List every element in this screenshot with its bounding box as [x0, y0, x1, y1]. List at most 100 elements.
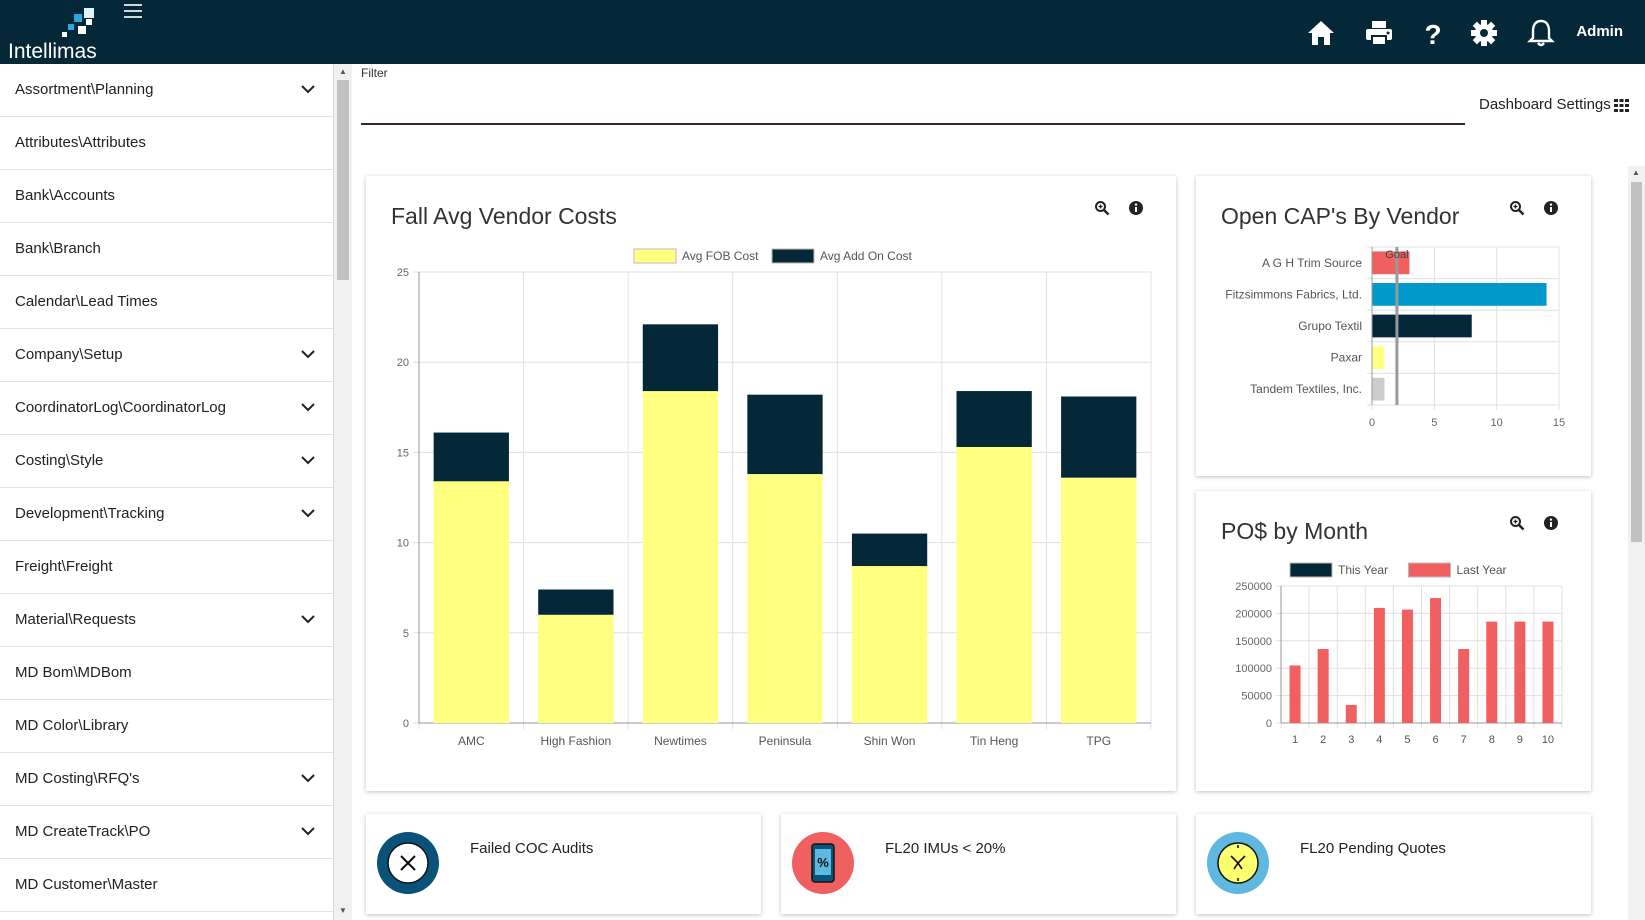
filter-label: Filter	[361, 66, 388, 80]
legend-swatch	[771, 248, 815, 264]
chevron-down-icon[interactable]	[301, 455, 315, 465]
sidebar-item[interactable]: Calendar\Lead Times	[0, 276, 333, 329]
x-tick-label: 10	[1491, 417, 1503, 429]
legend-label: Avg FOB Cost	[682, 249, 759, 263]
sidebar-item-label: Calendar\Lead Times	[15, 293, 158, 310]
grid-icon[interactable]	[1614, 99, 1629, 112]
filter-input[interactable]	[361, 84, 1465, 122]
bar	[1401, 609, 1413, 723]
legend-swatch	[1289, 562, 1333, 578]
sidebar-item[interactable]: Company\Setup	[0, 329, 333, 382]
bar	[1372, 377, 1385, 401]
x-tick-label: 15	[1553, 417, 1565, 429]
sidebar-item[interactable]: MD CreateTrack\PO	[0, 806, 333, 859]
user-menu[interactable]: Admin	[1576, 23, 1623, 40]
x-tick-label: 3	[1348, 734, 1354, 746]
sidebar-item[interactable]: Bank\Accounts	[0, 170, 333, 223]
sidebar-item[interactable]: CoordinatorLog\CoordinatorLog	[0, 382, 333, 435]
open-caps-card: Open CAP's By Vendor 0 5 10 15 A G H Trim So…	[1196, 176, 1591, 476]
sidebar-item[interactable]: Freight\Freight	[0, 541, 333, 594]
chevron-down-icon[interactable]	[301, 826, 315, 836]
x-tick-label: 9	[1517, 734, 1523, 746]
sidebar-item-label: Assortment\Planning	[15, 81, 154, 98]
kpi-card-failed-coc[interactable]: Failed COC Audits	[366, 814, 761, 914]
sidebar-item[interactable]: Attributes\Attributes	[0, 117, 333, 170]
chevron-down-icon[interactable]	[301, 773, 315, 783]
sidebar: Assortment\Planning Attributes\Attributes…	[0, 64, 334, 920]
bar	[1372, 251, 1410, 275]
y-tick-label: 10	[397, 538, 409, 550]
x-tick-label: 5	[1431, 417, 1437, 429]
y-tick-label: Grupo Textil	[1298, 319, 1362, 333]
phone-percent-icon: %	[811, 843, 835, 883]
zoom-icon[interactable]	[1094, 200, 1110, 216]
sidebar-item[interactable]: Costing\Style	[0, 435, 333, 488]
sidebar-item[interactable]: MD Customer\Master	[0, 859, 333, 912]
x-tick-label: 10	[1542, 734, 1554, 746]
zoom-icon[interactable]	[1509, 200, 1525, 216]
logo[interactable]: Intellimas	[8, 6, 108, 63]
gear-icon[interactable]	[1469, 18, 1499, 48]
x-tick-label: 7	[1461, 734, 1467, 746]
bar	[851, 533, 928, 567]
printer-icon[interactable]	[1364, 18, 1394, 48]
scroll-up-icon[interactable]: ▲	[1632, 168, 1640, 177]
clock-icon	[1217, 842, 1259, 884]
scroll-down-icon[interactable]: ▼	[339, 906, 347, 915]
dashboard-settings-button[interactable]: Dashboard Settings	[1479, 96, 1611, 113]
chevron-down-icon[interactable]	[301, 349, 315, 359]
info-icon[interactable]	[1128, 200, 1144, 216]
bar	[747, 474, 823, 723]
scroll-up-icon[interactable]: ▲	[339, 67, 347, 76]
sidebar-item[interactable]: Development\Tracking	[0, 488, 333, 541]
info-icon[interactable]	[1543, 515, 1559, 531]
sidebar-item[interactable]: MD Color\Library	[0, 700, 333, 753]
sidebar-scroll-thumb[interactable]	[337, 80, 349, 280]
x-tick-label: Shin Won	[864, 734, 916, 748]
chevron-down-icon[interactable]	[301, 402, 315, 412]
main-scroll-thumb[interactable]	[1631, 182, 1642, 542]
pos-month-chart: 0 50000 100000 150000 200000 250000 1 2 3 4 5 6 7 8 9 1…	[1235, 562, 1563, 746]
home-icon[interactable]	[1306, 18, 1336, 48]
info-icon[interactable]	[1543, 200, 1559, 216]
sidebar-item[interactable]: Material\Requests	[0, 594, 333, 647]
x-tick-label: High Fashion	[540, 734, 611, 748]
chevron-down-icon[interactable]	[301, 508, 315, 518]
svg-text:%: %	[817, 855, 829, 870]
sidebar-item-label: Freight\Freight	[15, 558, 113, 575]
menu-toggle-icon[interactable]	[124, 4, 142, 20]
kpi-card-fl20-quotes[interactable]: FL20 Pending Quotes	[1196, 814, 1591, 914]
brand-name: Intellimas	[8, 40, 97, 63]
x-tick-label: 5	[1404, 734, 1410, 746]
sidebar-scrollbar[interactable]: ▲ ▼	[334, 64, 352, 920]
sidebar-item[interactable]: Bank\Branch	[0, 223, 333, 276]
kpi-card-fl20-imus[interactable]: % FL20 IMUs < 20%	[781, 814, 1176, 914]
help-icon[interactable]: ?	[1418, 18, 1448, 48]
card-title: Open CAP's By Vendor	[1221, 203, 1460, 229]
sidebar-item-label: CoordinatorLog\CoordinatorLog	[15, 399, 226, 416]
sidebar-item-label: MD Customer\Master	[15, 876, 158, 893]
x-tick-label: Peninsula	[759, 734, 812, 748]
y-tick-label: Tandem Textiles, Inc.	[1250, 382, 1362, 396]
x-tick-label: TPG	[1086, 734, 1111, 748]
chevron-down-icon[interactable]	[301, 614, 315, 624]
x-tick-label: Tin Heng	[970, 734, 1018, 748]
zoom-icon[interactable]	[1509, 515, 1525, 531]
bar	[642, 391, 719, 723]
sidebar-item[interactable]: MD Bom\MDBom	[0, 647, 333, 700]
bar	[851, 566, 928, 723]
y-tick-label: 5	[403, 628, 409, 640]
x-tick-label: 0	[1369, 417, 1375, 429]
bar	[433, 432, 509, 482]
bell-icon[interactable]	[1526, 18, 1556, 48]
y-tick-label: 15	[397, 447, 409, 459]
main-scrollbar[interactable]: ▲	[1628, 166, 1645, 920]
legend-swatch	[1408, 562, 1451, 578]
sidebar-item-label: Costing\Style	[15, 452, 104, 469]
vendor-costs-card: Fall Avg Vendor Costs 0 5 10 15 20 25 AMC High …	[366, 176, 1176, 791]
sidebar-item[interactable]: MD Costing\RFQ's	[0, 753, 333, 806]
kpi-icon-circle	[1207, 832, 1269, 894]
sidebar-item[interactable]: Assortment\Planning	[0, 64, 333, 117]
card-title: PO$ by Month	[1221, 518, 1369, 544]
chevron-down-icon[interactable]	[301, 84, 315, 94]
